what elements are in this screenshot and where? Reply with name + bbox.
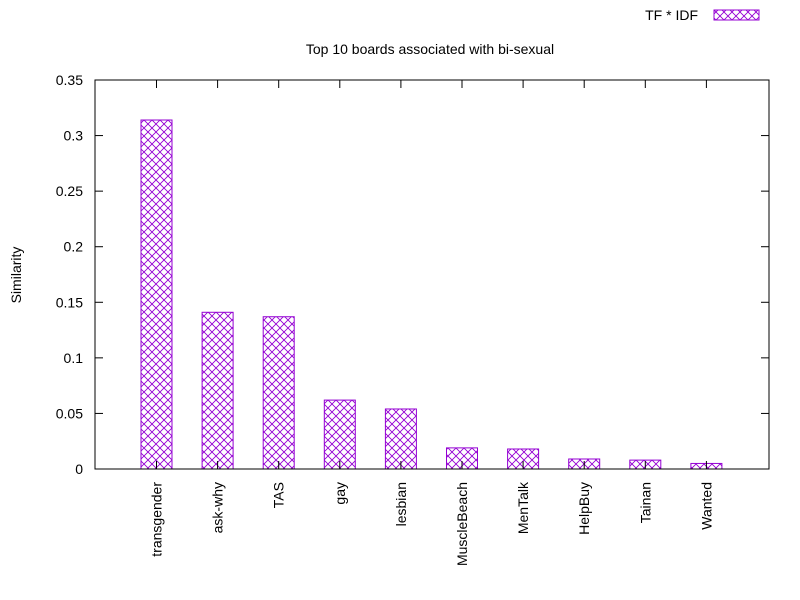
x-tick-label: lesbian: [393, 482, 409, 526]
x-axis: transgender ask-why TAS gay lesbian MuscleBea…: [149, 80, 714, 566]
legend: TF * IDF: [645, 7, 760, 23]
y-axis-label: Similarity: [8, 247, 24, 304]
y-tick-label: 0.25: [56, 183, 83, 199]
x-tick-label: ask-why: [210, 482, 226, 533]
x-tick-label: TAS: [271, 482, 287, 508]
bar-lesbian: [384, 408, 417, 470]
x-tick-label: Wanted: [698, 482, 714, 530]
y-tick-label: 0.35: [56, 72, 83, 88]
y-tick-label: 0.2: [64, 239, 84, 255]
bars: [140, 119, 723, 470]
y-tick-label: 0.3: [64, 128, 84, 144]
x-tick-label: Tainan: [637, 482, 653, 523]
x-tick-label: transgender: [149, 482, 165, 557]
bar-gay: [323, 399, 356, 470]
y-tick-label: 0.1: [64, 350, 84, 366]
bar-tas: [262, 316, 295, 470]
legend-swatch: [713, 9, 760, 21]
y-axis: 0 0.05 0.1 0.15 0.2 0.25 0.3 0.35: [56, 72, 769, 477]
x-tick-label: MenTalk: [515, 481, 531, 534]
x-tick-label: gay: [332, 482, 348, 505]
chart-title: Top 10 boards associated with bi-sexual: [306, 41, 554, 57]
legend-label: TF * IDF: [645, 7, 698, 23]
bar-ask-why: [201, 311, 234, 470]
plot-frame: [94, 79, 770, 470]
bar-transgender: [140, 119, 173, 470]
y-tick-label: 0: [75, 461, 83, 477]
y-tick-label: 0.15: [56, 294, 83, 310]
y-tick-label: 0.05: [56, 405, 83, 421]
x-tick-label: MuscleBeach: [454, 482, 470, 566]
x-tick-label: HelpBuy: [576, 482, 592, 535]
